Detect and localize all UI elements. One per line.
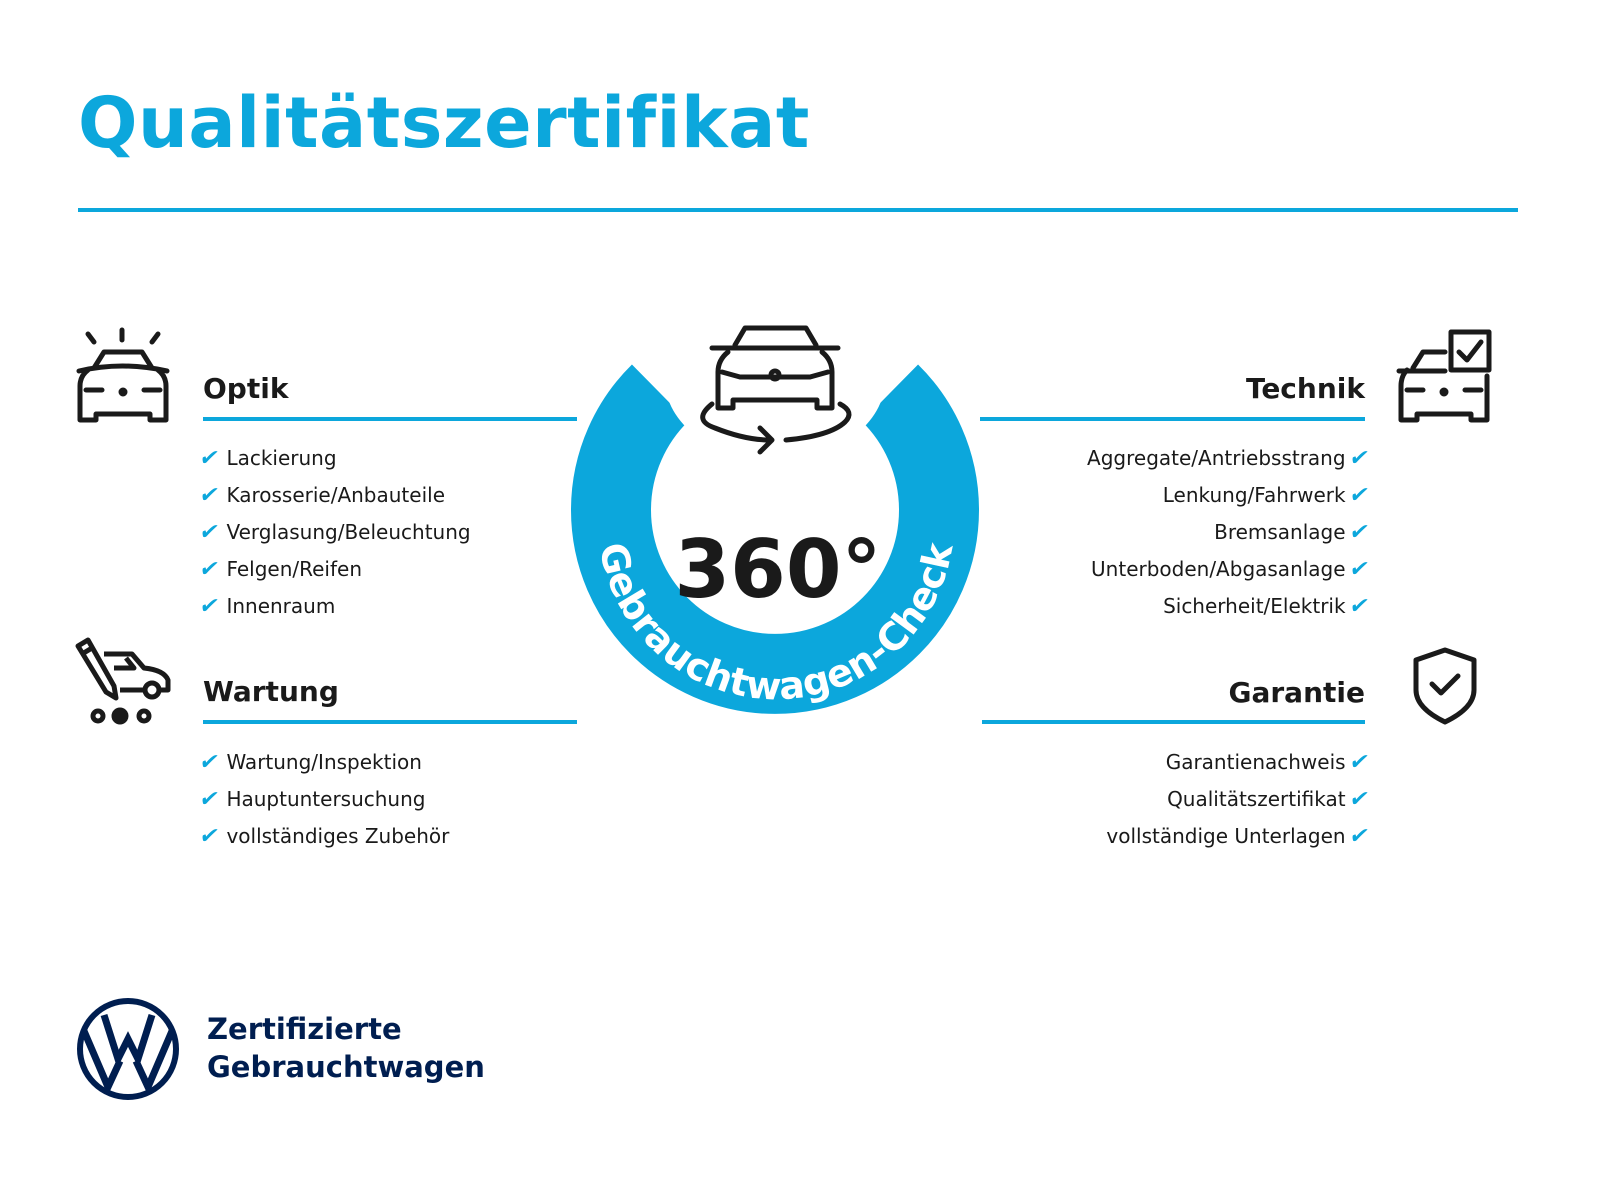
list-item: ✔ Hauptuntersuchung	[197, 781, 449, 818]
shield-check-icon	[1413, 647, 1477, 725]
check-icon: ✔	[197, 750, 222, 775]
check-icon: ✔	[1346, 520, 1371, 545]
list-item: Lenkung/Fahrwerk✔	[1087, 477, 1371, 514]
section-heading-wartung: Wartung	[203, 675, 339, 708]
section-heading-optik: Optik	[203, 372, 289, 405]
check-icon: ✔	[1346, 446, 1371, 471]
rotating-car-icon	[700, 325, 852, 455]
check-icon: ✔	[1346, 750, 1371, 775]
list-item: ✔ Lackierung	[197, 440, 471, 477]
technik-list: Aggregate/Antriebsstrang✔ Lenkung/Fahrwe…	[1087, 440, 1371, 625]
check-icon: ✔	[1346, 787, 1371, 812]
check-icon: ✔	[197, 557, 222, 582]
section-heading-garantie: Garantie	[1228, 676, 1366, 709]
technik-divider	[980, 417, 1365, 421]
garantie-divider	[982, 720, 1365, 724]
check-icon: ✔	[1346, 594, 1371, 619]
list-item: ✔ Karosserie/Anbauteile	[197, 477, 471, 514]
car-checklist-icon	[1396, 329, 1492, 423]
list-item: ✔ Innenraum	[197, 588, 471, 625]
list-item: Garantienachweis✔	[1106, 744, 1371, 781]
optik-list: ✔ Lackierung ✔ Karosserie/Anbauteile ✔ Verg…	[197, 440, 471, 625]
list-item: ✔ Felgen/Reifen	[197, 551, 471, 588]
wartung-list: ✔ Wartung/Inspektion ✔ Hauptuntersuchung ✔…	[197, 744, 449, 855]
list-item: Sicherheit/Elektrik✔	[1087, 588, 1371, 625]
list-item: ✔ vollständiges Zubehör	[197, 818, 449, 855]
optik-divider	[203, 417, 577, 421]
garantie-list: Garantienachweis✔ Qualitätszertifikat✔ v…	[1106, 744, 1371, 855]
brand-name: Zertifizierte Gebrauchtwagen	[207, 1012, 485, 1084]
list-item: Qualitätszertifikat✔	[1106, 781, 1371, 818]
list-item: Unterboden/Abgasanlage✔	[1087, 551, 1371, 588]
check-icon: ✔	[1346, 557, 1371, 582]
list-item: Bremsanlage✔	[1087, 514, 1371, 551]
car-inspection-light-icon	[76, 327, 170, 423]
check-icon: ✔	[197, 483, 222, 508]
wartung-divider	[203, 720, 577, 724]
list-item: ✔ Wartung/Inspektion	[197, 744, 449, 781]
check-icon: ✔	[197, 787, 222, 812]
check-icon: ✔	[1346, 483, 1371, 508]
degrees-label: 360°	[675, 523, 882, 616]
check-icon: ✔	[1346, 824, 1371, 849]
check-icon: ✔	[197, 594, 222, 619]
section-heading-technik: Technik	[1245, 372, 1365, 405]
vw-logo	[77, 998, 179, 1100]
list-item: ✔ Verglasung/Beleuchtung	[197, 514, 470, 551]
list-item: vollständige Unterlagen✔	[1106, 818, 1370, 855]
list-item: Aggregate/Antriebsstrang✔	[1087, 440, 1371, 477]
van-pencil-service-icon	[75, 637, 171, 725]
360-check-badge: Gebrauchtwagen-Check 360°	[571, 300, 979, 714]
page-title: Qualitätszertifikat	[78, 82, 810, 164]
check-icon: ✔	[197, 446, 222, 471]
title-divider	[78, 208, 1518, 212]
check-icon: ✔	[197, 520, 222, 545]
badge-ring	[571, 364, 979, 714]
check-icon: ✔	[197, 824, 222, 849]
